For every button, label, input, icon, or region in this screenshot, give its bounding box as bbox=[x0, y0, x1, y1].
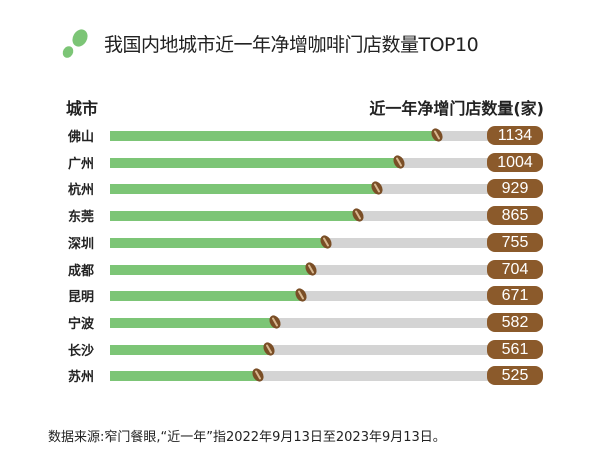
bar-row: 佛山 1134 bbox=[0, 125, 600, 145]
bar bbox=[110, 317, 276, 328]
category-label: 深圳 bbox=[68, 236, 95, 252]
value-axis-label: 近一年净增门店数量(家) bbox=[369, 99, 544, 118]
value-label: 561 bbox=[487, 339, 543, 359]
bar-row: 长沙 561 bbox=[0, 339, 600, 359]
value-label: 755 bbox=[487, 232, 543, 252]
value-label: 704 bbox=[487, 259, 543, 279]
bar bbox=[110, 264, 311, 275]
bar-row: 苏州 525 bbox=[0, 365, 600, 386]
bar bbox=[110, 211, 359, 222]
value-label: 1134 bbox=[487, 126, 543, 145]
category-label: 佛山 bbox=[68, 130, 95, 145]
bar-track bbox=[110, 371, 495, 382]
bar bbox=[110, 291, 302, 302]
bar bbox=[110, 237, 326, 248]
bar bbox=[110, 184, 378, 195]
value-label: 929 bbox=[487, 179, 543, 199]
category-label: 宁波 bbox=[68, 316, 95, 332]
bar bbox=[110, 344, 269, 355]
value-label: 671 bbox=[487, 286, 543, 306]
bar-row: 宁波 582 bbox=[0, 312, 600, 332]
category-label: 成都 bbox=[68, 263, 95, 279]
category-label: 昆明 bbox=[68, 290, 95, 306]
value-label: 525 bbox=[487, 366, 543, 386]
category-label: 长沙 bbox=[68, 343, 95, 359]
bar-row: 杭州 929 bbox=[0, 178, 600, 199]
bar bbox=[110, 371, 259, 382]
x-axis-label: 城市 bbox=[66, 99, 99, 118]
coffee-bean-logo-icon bbox=[60, 28, 90, 64]
chart-title: 我国内地城市近一年净增咖啡门店数量TOP10 bbox=[104, 34, 479, 56]
category-label: 广州 bbox=[68, 156, 95, 172]
footnote: 数据来源:窄门餐眼,“近一年”指2022年9月13日至2023年9月13日。 bbox=[48, 430, 446, 445]
bar-row: 成都 704 bbox=[0, 259, 600, 279]
value-label: 1004 bbox=[487, 152, 543, 172]
bar-track bbox=[110, 317, 495, 328]
value-label: 865 bbox=[487, 206, 543, 226]
bar bbox=[110, 157, 400, 168]
bar bbox=[110, 131, 438, 141]
value-label: 582 bbox=[487, 312, 543, 332]
bar-row: 广州 1004 bbox=[0, 152, 600, 172]
bar-row: 昆明 671 bbox=[0, 285, 600, 306]
category-label: 杭州 bbox=[68, 183, 95, 199]
category-label: 苏州 bbox=[68, 370, 95, 386]
bar-row: 深圳 755 bbox=[0, 232, 600, 252]
bar-track bbox=[110, 344, 495, 355]
category-label: 东莞 bbox=[68, 210, 95, 226]
bar-row: 东莞 865 bbox=[0, 205, 600, 226]
